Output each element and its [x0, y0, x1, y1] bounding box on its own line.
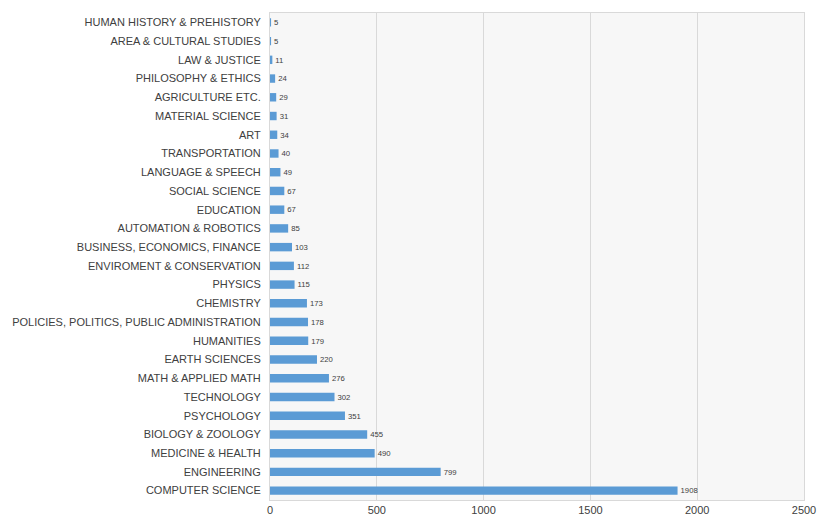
svg-text:276: 276: [332, 374, 345, 383]
svg-text:AGRICULTURE ETC.: AGRICULTURE ETC.: [155, 91, 261, 103]
svg-text:1908: 1908: [681, 486, 698, 495]
svg-text:TRANSPORTATION: TRANSPORTATION: [161, 147, 261, 159]
svg-text:0: 0: [267, 504, 273, 516]
svg-text:85: 85: [291, 224, 300, 233]
svg-text:ART: ART: [239, 129, 261, 141]
svg-text:BUSINESS, ECONOMICS, FINANCE: BUSINESS, ECONOMICS, FINANCE: [77, 241, 261, 253]
svg-text:490: 490: [378, 449, 391, 458]
svg-text:COMPUTER SCIENCE: COMPUTER SCIENCE: [146, 484, 261, 496]
svg-text:HUMAN HISTORY & PREHISTORY: HUMAN HISTORY & PREHISTORY: [85, 16, 262, 28]
svg-text:AREA & CULTURAL STUDIES: AREA & CULTURAL STUDIES: [110, 35, 260, 47]
svg-text:PSYCHOLOGY: PSYCHOLOGY: [184, 410, 262, 422]
svg-text:BIOLOGY & ZOOLOGY: BIOLOGY & ZOOLOGY: [144, 428, 262, 440]
svg-text:1500: 1500: [578, 504, 602, 516]
svg-text:TECHNOLOGY: TECHNOLOGY: [184, 391, 262, 403]
svg-text:MEDICINE & HEALTH: MEDICINE & HEALTH: [151, 447, 261, 459]
svg-text:5: 5: [274, 18, 278, 27]
svg-text:EDUCATION: EDUCATION: [197, 204, 261, 216]
svg-text:11: 11: [275, 56, 283, 65]
svg-text:LANGUAGE & SPEECH: LANGUAGE & SPEECH: [141, 166, 261, 178]
svg-text:SOCIAL SCIENCE: SOCIAL SCIENCE: [169, 185, 261, 197]
svg-text:LAW & JUSTICE: LAW & JUSTICE: [178, 54, 261, 66]
svg-text:29: 29: [279, 93, 288, 102]
svg-text:EARTH SCIENCES: EARTH SCIENCES: [164, 353, 260, 365]
svg-text:POLICIES, POLITICS, PUBLIC ADM: POLICIES, POLITICS, PUBLIC ADMINISTRATIO…: [12, 316, 261, 328]
svg-text:ENGINEERING: ENGINEERING: [184, 466, 261, 478]
svg-text:PHILOSOPHY & ETHICS: PHILOSOPHY & ETHICS: [136, 72, 261, 84]
svg-text:ENVIROMENT & CONSERVATION: ENVIROMENT & CONSERVATION: [88, 260, 261, 272]
svg-text:40: 40: [282, 149, 291, 158]
svg-text:49: 49: [283, 168, 292, 177]
svg-text:67: 67: [287, 187, 296, 196]
svg-text:HUMANITIES: HUMANITIES: [193, 335, 261, 347]
svg-text:PHYSICS: PHYSICS: [213, 278, 261, 290]
svg-text:302: 302: [338, 393, 351, 402]
svg-text:178: 178: [311, 318, 324, 327]
svg-text:AUTOMATION & ROBOTICS: AUTOMATION & ROBOTICS: [118, 222, 261, 234]
svg-text:173: 173: [310, 299, 323, 308]
svg-text:115: 115: [298, 280, 310, 289]
svg-text:CHEMISTRY: CHEMISTRY: [196, 297, 261, 309]
svg-text:103: 103: [295, 243, 308, 252]
svg-text:351: 351: [348, 412, 361, 421]
svg-text:MATERIAL SCIENCE: MATERIAL SCIENCE: [155, 110, 261, 122]
svg-text:MATH & APPLIED MATH: MATH & APPLIED MATH: [138, 372, 261, 384]
svg-text:2000: 2000: [685, 504, 709, 516]
svg-text:1000: 1000: [471, 504, 495, 516]
svg-text:5: 5: [274, 37, 278, 46]
svg-text:67: 67: [287, 205, 296, 214]
svg-text:112: 112: [297, 262, 309, 271]
svg-text:455: 455: [370, 430, 383, 439]
svg-text:2500: 2500: [792, 504, 816, 516]
svg-text:220: 220: [320, 355, 333, 364]
svg-text:179: 179: [311, 337, 324, 346]
svg-text:500: 500: [368, 504, 386, 516]
svg-text:34: 34: [280, 131, 289, 140]
svg-text:799: 799: [444, 468, 457, 477]
svg-text:24: 24: [278, 74, 287, 83]
svg-text:31: 31: [280, 112, 289, 121]
